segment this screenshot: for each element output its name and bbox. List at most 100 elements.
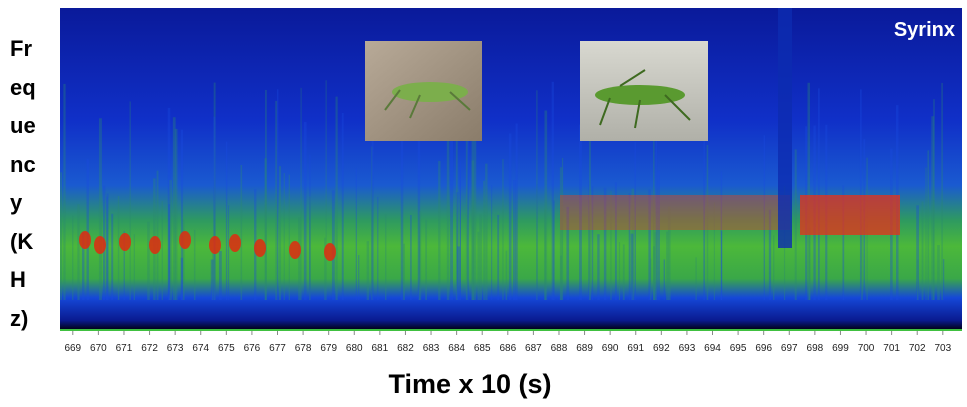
x-tick-label: 686 xyxy=(499,343,516,354)
texture-streak xyxy=(447,134,450,300)
annotation: Syrinx xyxy=(894,19,955,41)
texture-streak xyxy=(425,220,427,300)
texture-streak xyxy=(654,232,656,300)
texture-streak xyxy=(111,214,113,300)
texture-streak xyxy=(304,122,307,300)
x-tick-label: 694 xyxy=(704,343,721,354)
texture-streak xyxy=(147,222,150,300)
x-tick-label: 676 xyxy=(244,343,261,354)
texture-streak xyxy=(477,232,479,300)
texture-streak xyxy=(356,168,357,300)
texture-streak xyxy=(479,215,482,300)
texture-streak xyxy=(483,181,485,300)
x-tick-label: 681 xyxy=(372,343,389,354)
texture-streak xyxy=(450,139,453,300)
texture-blob xyxy=(229,234,241,252)
x-tick-label: 700 xyxy=(858,343,875,354)
texture-streak xyxy=(795,149,797,300)
texture-streak xyxy=(509,133,512,300)
texture-streak xyxy=(623,244,625,300)
x-tick-label: 693 xyxy=(679,343,696,354)
x-tick-label: 703 xyxy=(934,343,951,354)
texture-streak xyxy=(284,173,285,300)
texture-streak xyxy=(157,171,159,300)
texture-streak xyxy=(377,197,378,300)
texture-blob xyxy=(179,231,191,249)
x-tick-label: 669 xyxy=(64,343,81,354)
texture-streak xyxy=(87,159,89,300)
texture-blob xyxy=(209,236,221,254)
texture-streak xyxy=(650,259,651,300)
x-tick-label: 675 xyxy=(218,343,235,354)
texture-streak xyxy=(213,117,215,300)
texture-streak xyxy=(265,90,267,300)
texture-streak xyxy=(597,234,599,300)
texture-streak xyxy=(491,185,492,300)
insect-photo xyxy=(365,41,482,141)
x-tick-label: 670 xyxy=(90,343,107,354)
x-tick-label: 684 xyxy=(448,343,465,354)
texture-streak xyxy=(385,215,386,300)
texture-streak xyxy=(513,180,516,300)
texture-streak xyxy=(544,210,546,300)
texture-blob xyxy=(289,241,301,259)
x-tick-label: 695 xyxy=(730,343,747,354)
texture-streak xyxy=(922,202,924,300)
texture-streak xyxy=(773,235,774,300)
texture-streak xyxy=(631,234,634,300)
texture-streak xyxy=(536,90,537,300)
texture-streak xyxy=(371,133,373,300)
x-tick-label: 699 xyxy=(832,343,849,354)
texture-streak xyxy=(134,234,135,300)
texture-blob xyxy=(149,236,161,254)
x-tick-label: 692 xyxy=(653,343,670,354)
texture-streak xyxy=(118,196,119,300)
texture-streak xyxy=(933,99,934,300)
texture-streak xyxy=(472,160,475,300)
texture-streak xyxy=(943,259,944,300)
texture-streak xyxy=(560,167,563,300)
x-tick-label: 683 xyxy=(423,343,440,354)
texture-blob xyxy=(119,233,131,251)
x-tick-label: 691 xyxy=(627,343,644,354)
texture-streak xyxy=(721,231,722,300)
texture-streak xyxy=(695,257,696,300)
texture-streak xyxy=(175,129,178,300)
texture-streak xyxy=(438,161,440,300)
texture-streak xyxy=(497,215,499,300)
texture-streak xyxy=(657,170,660,300)
texture-streak xyxy=(367,241,369,300)
texture-streak xyxy=(419,211,421,300)
x-tick-label: 685 xyxy=(474,343,491,354)
x-tick-label: 671 xyxy=(116,343,133,354)
texture-streak xyxy=(502,159,503,300)
texture-streak xyxy=(917,260,919,300)
texture-streak xyxy=(335,97,337,300)
texture-streak xyxy=(326,80,327,300)
texture-streak xyxy=(410,215,412,300)
texture-streak xyxy=(277,89,278,300)
texture-streak xyxy=(485,164,487,300)
x-tick-label: 677 xyxy=(269,343,286,354)
texture-streak xyxy=(181,258,183,300)
x-tick-label: 687 xyxy=(525,343,542,354)
texture-streak xyxy=(552,82,554,300)
texture-streak xyxy=(403,244,405,300)
x-tick-label: 688 xyxy=(551,343,568,354)
texture-streak xyxy=(72,216,73,300)
texture-streak xyxy=(506,251,508,300)
texture-blob xyxy=(79,231,91,249)
texture-gap xyxy=(778,8,792,248)
texture-blob xyxy=(94,236,106,254)
texture-streak xyxy=(228,205,229,300)
texture-band xyxy=(800,195,900,235)
texture-band xyxy=(560,195,790,230)
x-tick-label: 682 xyxy=(397,343,414,354)
texture-streak xyxy=(619,242,620,300)
texture-streak xyxy=(664,259,665,300)
texture-streak xyxy=(342,113,344,300)
x-tick-label: 689 xyxy=(576,343,593,354)
texture-streak xyxy=(937,245,940,300)
chart: Syrinx Time x 10 (s) 6696706716726736746… xyxy=(0,0,967,407)
texture-streak xyxy=(162,201,163,300)
